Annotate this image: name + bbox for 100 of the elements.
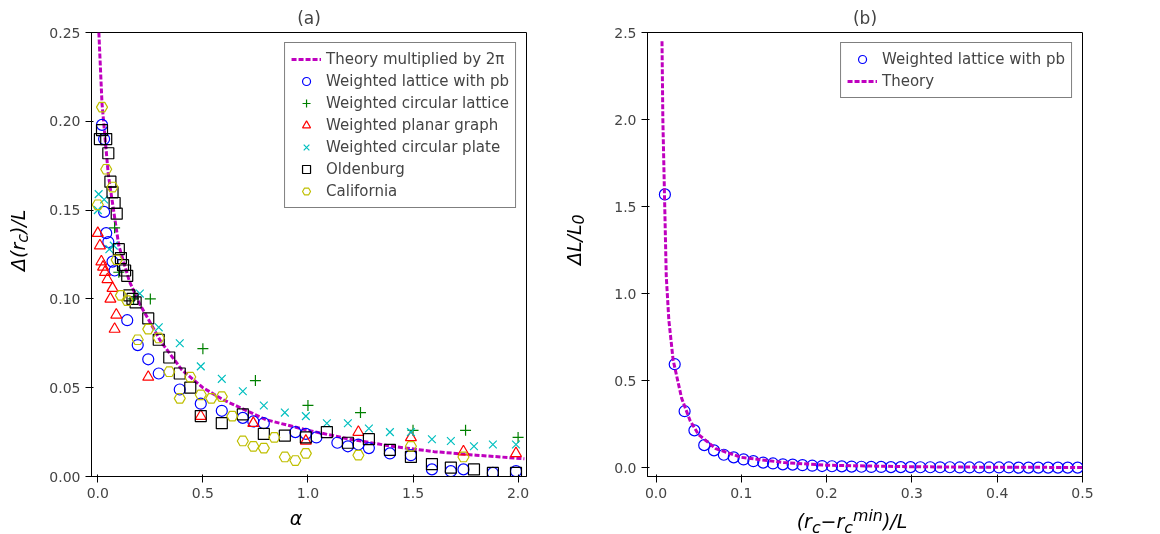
point bbox=[131, 338, 144, 352]
point bbox=[320, 426, 333, 439]
point bbox=[1022, 461, 1035, 474]
point bbox=[427, 434, 437, 444]
point bbox=[110, 307, 123, 319]
point bbox=[104, 244, 114, 254]
point bbox=[194, 389, 207, 401]
point bbox=[806, 459, 819, 472]
point bbox=[215, 417, 228, 430]
point bbox=[116, 259, 130, 272]
point bbox=[98, 265, 112, 277]
point bbox=[383, 443, 397, 456]
point bbox=[289, 426, 302, 439]
x-tick-label: 0.0 bbox=[86, 484, 109, 501]
y-tick-label: 0.05 bbox=[49, 379, 81, 396]
point bbox=[121, 295, 134, 307]
point bbox=[152, 367, 165, 380]
point bbox=[457, 463, 470, 476]
point bbox=[106, 181, 119, 193]
point bbox=[173, 367, 186, 380]
point bbox=[425, 457, 439, 471]
legend-label: Theory bbox=[882, 72, 935, 90]
point bbox=[404, 440, 418, 452]
point bbox=[142, 370, 155, 381]
point bbox=[93, 205, 103, 215]
point bbox=[131, 334, 144, 346]
point bbox=[112, 243, 125, 256]
point bbox=[104, 175, 117, 188]
point bbox=[331, 436, 344, 449]
point bbox=[894, 461, 907, 474]
point bbox=[845, 460, 858, 473]
point bbox=[215, 391, 228, 402]
point bbox=[109, 241, 119, 251]
point bbox=[457, 451, 470, 463]
y-tick-label: 1.0 bbox=[614, 285, 637, 302]
point bbox=[280, 408, 290, 418]
point bbox=[668, 358, 681, 371]
point bbox=[1042, 461, 1055, 474]
point bbox=[855, 460, 868, 473]
legend-label: Theory multiplied by 2π bbox=[326, 50, 505, 68]
point bbox=[301, 411, 311, 421]
point bbox=[259, 400, 269, 410]
point bbox=[404, 430, 418, 442]
point bbox=[93, 238, 107, 250]
y-tick-label: 0.0 bbox=[614, 459, 637, 476]
point bbox=[875, 460, 888, 474]
x-tick-label: 1.5 bbox=[401, 484, 425, 501]
point bbox=[108, 264, 121, 277]
point bbox=[509, 446, 523, 458]
point bbox=[91, 226, 104, 237]
point bbox=[100, 163, 113, 175]
legend-label: Weighted lattice with pb bbox=[882, 50, 1065, 68]
point bbox=[95, 124, 109, 137]
point bbox=[163, 366, 176, 378]
point bbox=[106, 186, 119, 199]
point bbox=[101, 272, 114, 284]
point bbox=[511, 431, 525, 444]
point bbox=[385, 427, 395, 437]
point bbox=[678, 405, 691, 418]
point bbox=[121, 269, 134, 282]
point bbox=[108, 196, 121, 210]
point bbox=[444, 465, 457, 477]
point bbox=[98, 205, 111, 218]
point bbox=[104, 291, 117, 303]
point bbox=[658, 188, 671, 201]
point bbox=[142, 323, 155, 335]
point bbox=[698, 439, 711, 452]
point bbox=[119, 264, 132, 277]
y-tick-label: 2.0 bbox=[614, 111, 637, 128]
point bbox=[173, 392, 186, 404]
point bbox=[249, 374, 262, 387]
point bbox=[93, 132, 107, 146]
point bbox=[425, 463, 439, 476]
point bbox=[816, 459, 829, 473]
point bbox=[924, 461, 937, 474]
legend-label: Weighted planar graph bbox=[326, 116, 499, 134]
point bbox=[904, 461, 917, 474]
point bbox=[488, 440, 498, 450]
y-tick-label: 2.5 bbox=[614, 24, 637, 41]
point bbox=[973, 461, 986, 474]
point bbox=[343, 418, 353, 428]
point bbox=[215, 404, 228, 417]
line-series bbox=[660, 39, 1083, 469]
point bbox=[983, 461, 996, 474]
point bbox=[100, 227, 113, 240]
point bbox=[163, 351, 176, 364]
point bbox=[469, 441, 479, 451]
point bbox=[257, 417, 270, 430]
point bbox=[511, 440, 521, 450]
point bbox=[457, 444, 470, 456]
point bbox=[121, 314, 134, 327]
point bbox=[257, 442, 270, 454]
point bbox=[786, 458, 799, 471]
legend-label: Oldenburg bbox=[326, 160, 405, 178]
point bbox=[341, 440, 354, 453]
point bbox=[933, 461, 947, 474]
point bbox=[184, 381, 197, 394]
point bbox=[884, 461, 898, 474]
point bbox=[1061, 461, 1074, 474]
point bbox=[114, 289, 128, 301]
